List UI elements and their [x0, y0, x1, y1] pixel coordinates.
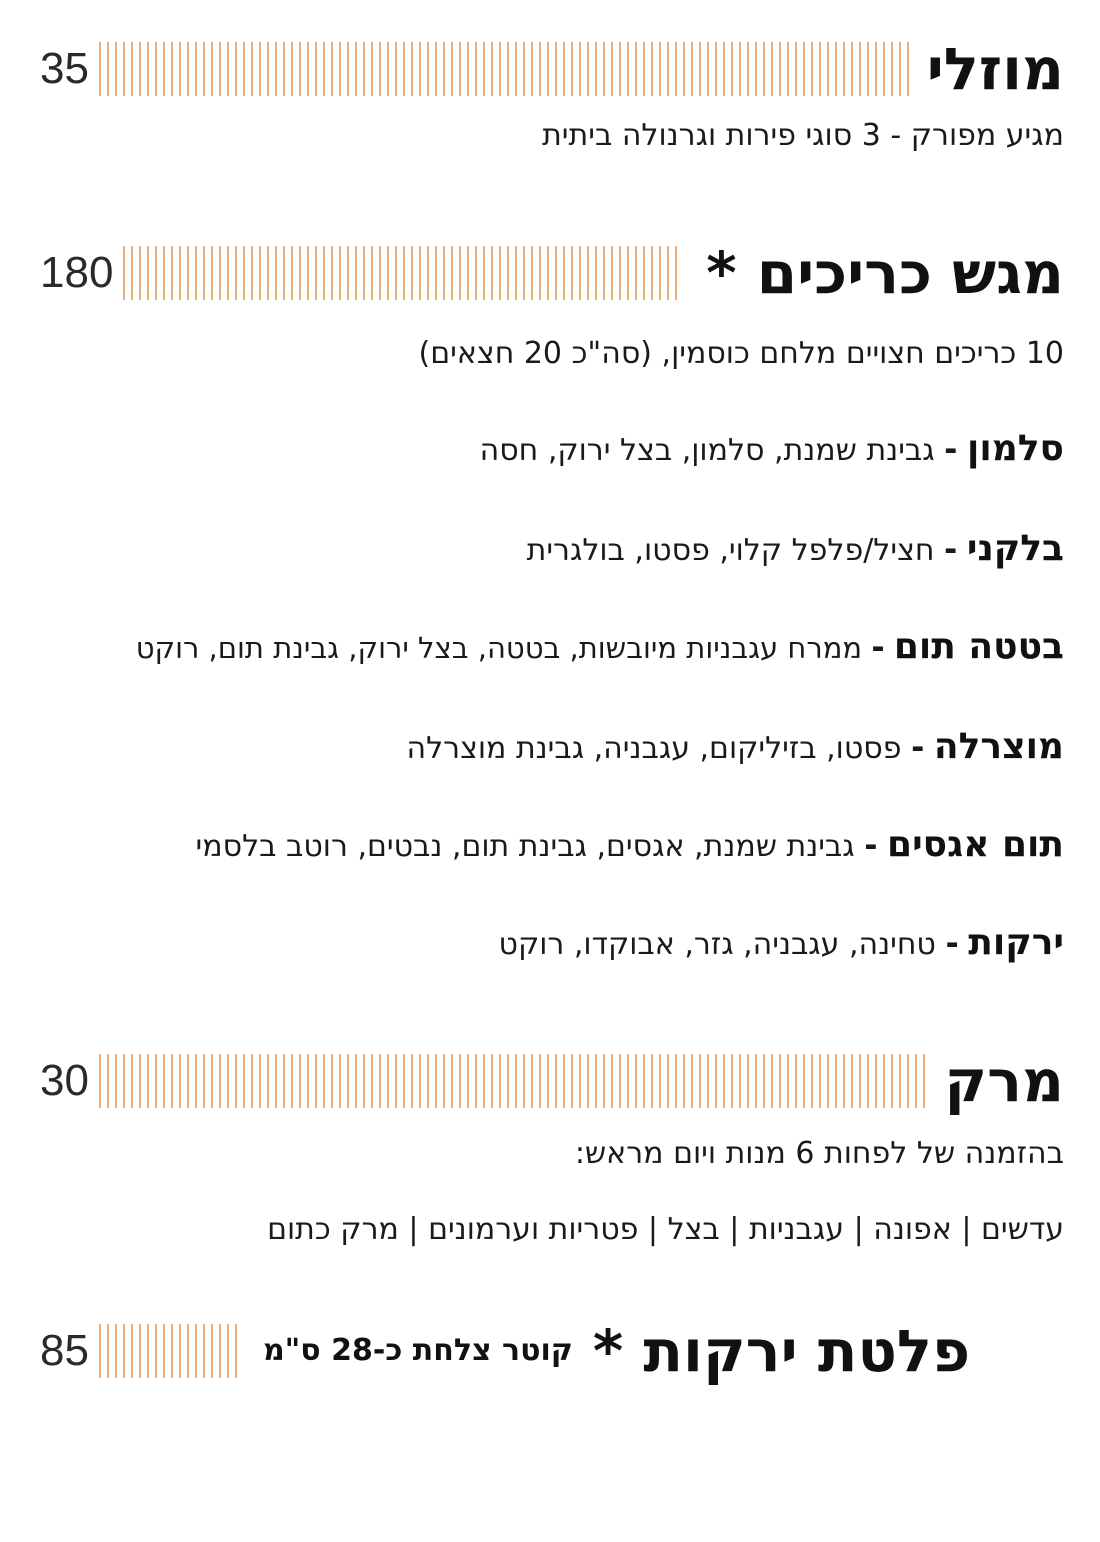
variant-line: תום אגסים - גבינת שמנת, אגסים, גבינת תום…: [196, 824, 1064, 865]
menu-item-sandwich-tray: 180 מגש כריכים *: [40, 244, 1064, 302]
item-description: מגיע מפורק - 3 סוגי פירות וגרנולה ביתית: [542, 118, 1064, 153]
variant-name: סלמון: [966, 428, 1064, 469]
item-title: מרק: [944, 1047, 1064, 1115]
variant-line: בלקני - חציל/פלפל קלוי, פסטו, בולגרית: [527, 528, 1064, 569]
item-title: מוזלי: [926, 35, 1064, 103]
item-title: מגש כריכים *: [706, 239, 1064, 307]
menu-item-soup: 30 מרק: [40, 1052, 1064, 1110]
menu-item-muesli: 35 מוזלי: [40, 40, 1064, 98]
item-price: 180: [40, 248, 114, 297]
variant-line: ירקות - טחינה, עגבניה, גזר, אבוקדו, רוקט: [498, 922, 1064, 963]
variant-name: תום אגסים: [887, 824, 1064, 865]
price-leader-line: [98, 1054, 927, 1108]
variant-name: מוצרלה: [933, 726, 1064, 767]
soup-options: עדשים | אפונה | עגבניות | בצל | פטריות ו…: [267, 1212, 1064, 1247]
item-description: 10 כריכים חצויים מלחם כוסמין, (סה"כ 20 ח…: [418, 336, 1064, 371]
variant-name: בטטה תום: [893, 626, 1064, 667]
price-leader-line: [123, 246, 683, 300]
variant-separator: -: [864, 826, 878, 864]
variant-description: ממרח עגבניות מיובשות, בטטה, בצל ירוק, גב…: [135, 631, 863, 665]
variant-line: סלמון - גבינת שמנת, סלמון, בצל ירוק, חסה: [480, 428, 1064, 469]
item-price: 30: [40, 1056, 89, 1105]
variant-line: בטטה תום - ממרח עגבניות מיובשות, בטטה, ב…: [136, 626, 1064, 667]
price-leader-line: [98, 42, 909, 96]
variant-description: פסטו, בזיליקום, עגבניה, גבינת מוצרלה: [406, 731, 902, 766]
item-price: 85: [40, 1326, 89, 1375]
item-title: פלטת ירקות *: [592, 1317, 971, 1385]
menu-item-vegetable-platter: 85 קוטר צלחת כ-28 ס"מ פלטת ירקות *: [40, 1322, 1064, 1380]
item-description: בהזמנה של לפחות 6 מנות ויום מראש:: [574, 1136, 1064, 1171]
variant-line: מוצרלה - פסטו, בזיליקום, עגבניה, גבינת מ…: [406, 726, 1064, 767]
price-leader-line: [98, 1324, 239, 1378]
variant-description: גבינת שמנת, אגסים, גבינת תום, נבטים, רוט…: [195, 829, 855, 864]
variant-separator: -: [911, 728, 925, 766]
item-price: 35: [40, 44, 89, 93]
variant-separator: -: [944, 430, 958, 468]
variant-description: גבינת שמנת, סלמון, בצל ירוק, חסה: [479, 433, 935, 468]
variant-separator: -: [944, 530, 958, 568]
variant-description: טחינה, עגבניה, גזר, אבוקדו, רוקט: [498, 927, 936, 962]
item-subtitle: קוטר צלחת כ-28 ס"מ: [262, 1333, 573, 1368]
variant-description: חציל/פלפל קלוי, פסטו, בולגרית: [526, 533, 935, 568]
variant-separator: -: [945, 924, 959, 962]
variant-name: ירקות: [968, 922, 1064, 963]
variant-name: בלקני: [966, 528, 1064, 569]
variant-separator: -: [871, 628, 885, 666]
